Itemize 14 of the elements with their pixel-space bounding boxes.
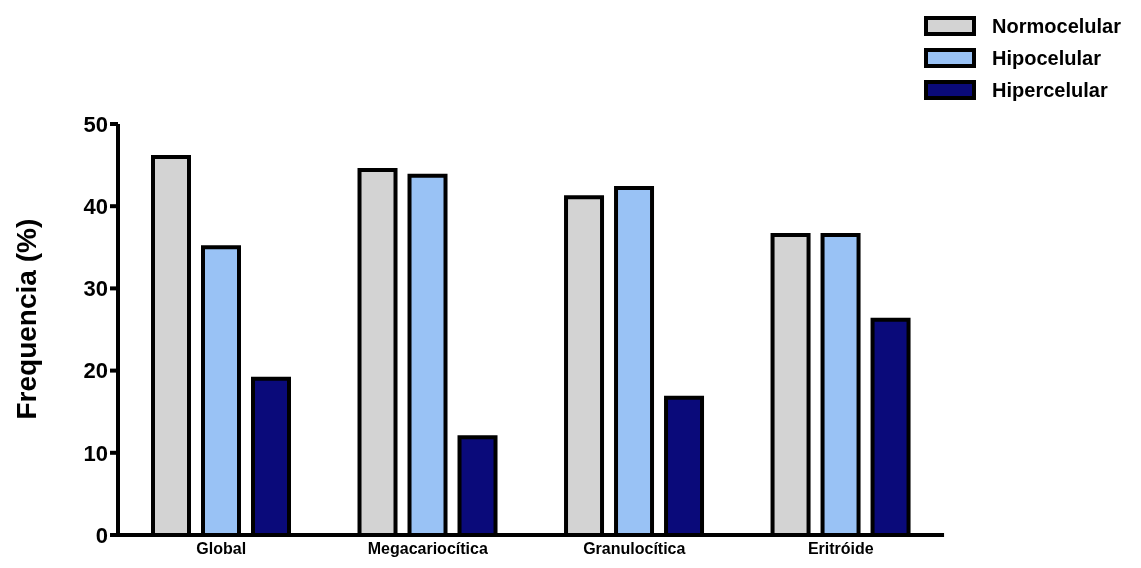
- legend-label: Normocelular: [992, 14, 1121, 38]
- legend-label: Hipercelular: [992, 78, 1108, 102]
- y-tick-label: 50: [83, 111, 108, 137]
- x-tick-label: Megacariocítica: [367, 540, 488, 558]
- x-tick-label: Granulocítica: [583, 540, 686, 558]
- x-tick-label: Eritróide: [807, 540, 874, 558]
- y-tick-label: 0: [95, 522, 108, 548]
- y-tick-label: 40: [83, 194, 108, 220]
- y-axis-title: Frequencia (%): [10, 218, 42, 420]
- y-tick-label: 10: [83, 440, 108, 466]
- y-tick-label: 30: [83, 276, 108, 302]
- x-tick-label: Global: [196, 540, 247, 558]
- y-tick-label: 20: [83, 358, 108, 384]
- legend-label: Hipocelular: [992, 46, 1101, 70]
